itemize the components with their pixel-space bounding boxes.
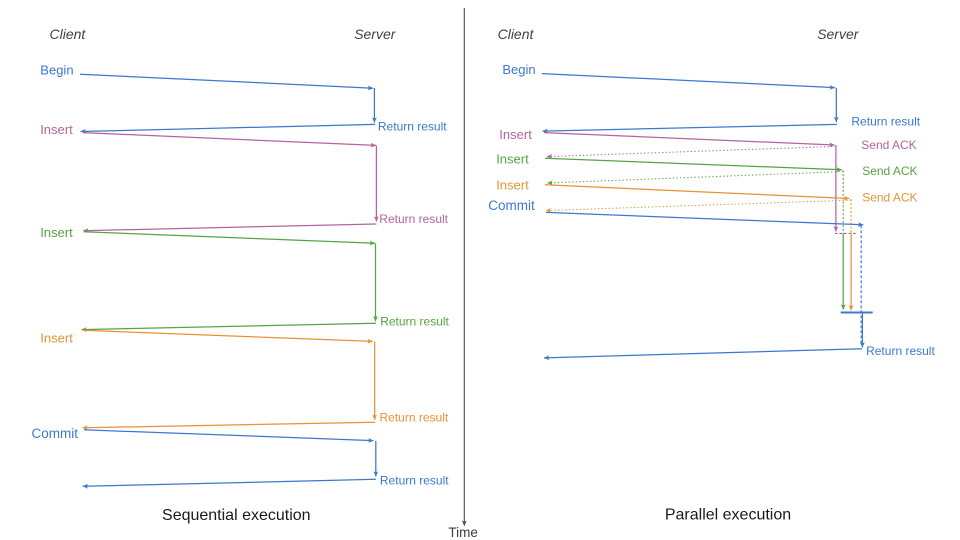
svg-text:Client: Client <box>498 26 535 42</box>
svg-text:Insert: Insert <box>499 127 532 142</box>
svg-text:Sequential execution: Sequential execution <box>162 507 311 524</box>
svg-text:Insert: Insert <box>40 122 73 137</box>
svg-text:Begin: Begin <box>502 62 535 77</box>
svg-text:Return result: Return result <box>380 315 449 329</box>
svg-text:Return result: Return result <box>379 212 448 226</box>
svg-text:Return result: Return result <box>866 344 935 358</box>
svg-text:Send ACK: Send ACK <box>862 164 917 178</box>
svg-text:Send ACK: Send ACK <box>862 190 917 204</box>
svg-text:Return result: Return result <box>851 115 920 129</box>
svg-text:Commit: Commit <box>488 198 535 213</box>
svg-text:Send ACK: Send ACK <box>861 138 916 152</box>
svg-text:Commit: Commit <box>32 426 79 441</box>
svg-text:Server: Server <box>817 26 860 42</box>
svg-text:Return result: Return result <box>380 410 449 424</box>
svg-text:Parallel execution: Parallel execution <box>665 507 791 524</box>
svg-text:Time: Time <box>448 525 478 540</box>
svg-text:Return result: Return result <box>380 474 449 488</box>
svg-text:Insert: Insert <box>496 151 529 166</box>
svg-text:Begin: Begin <box>40 62 73 77</box>
svg-text:Insert: Insert <box>40 330 73 345</box>
svg-text:Insert: Insert <box>40 225 73 240</box>
svg-text:Return result: Return result <box>378 119 447 133</box>
svg-text:Insert: Insert <box>496 177 529 192</box>
svg-text:Client: Client <box>50 26 87 42</box>
svg-text:Server: Server <box>354 26 397 42</box>
